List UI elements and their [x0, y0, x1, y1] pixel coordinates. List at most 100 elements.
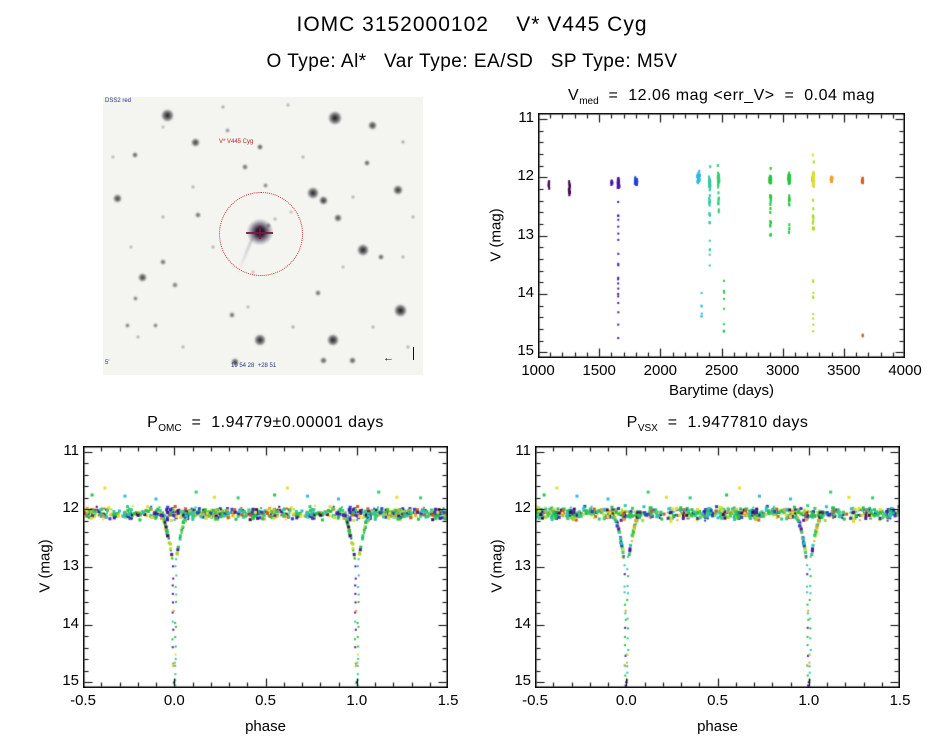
- time-ytick-label: 15: [517, 342, 534, 360]
- omc-xtick-label: -0.5: [70, 692, 96, 709]
- star: [211, 245, 215, 249]
- omc-ytick-label: 13: [62, 557, 79, 574]
- star: [251, 270, 255, 274]
- target-label: V* V445 Cyg: [219, 139, 254, 145]
- star: [265, 222, 271, 228]
- time-ytick-label: 11: [518, 108, 534, 126]
- star: [172, 282, 178, 288]
- time-ytick-label: 14: [517, 283, 534, 301]
- star: [289, 210, 293, 214]
- star: [152, 322, 158, 328]
- time-xtick-label: 1000: [521, 362, 555, 379]
- star: [406, 345, 410, 349]
- time-ytick-label: 12: [517, 167, 534, 185]
- star: [351, 195, 355, 199]
- star: [348, 356, 356, 364]
- star: [328, 111, 342, 125]
- omc-title-sub: OMC: [158, 423, 182, 435]
- star: [132, 152, 138, 158]
- vsx-ytick-label: 13: [514, 557, 531, 574]
- star: [195, 212, 201, 218]
- vsx-ytick-label: 15: [514, 672, 531, 690]
- time-xtick-label: 2500: [704, 362, 739, 379]
- star: [221, 105, 225, 109]
- compass-east-arrow-icon: ←: [383, 352, 394, 364]
- star: [257, 144, 263, 150]
- omc-title-rest: = 1.94779±0.00001 days: [181, 414, 384, 431]
- survey-label: DSS2 red: [105, 98, 132, 104]
- star: [129, 245, 133, 249]
- star: [190, 137, 200, 147]
- star: [132, 295, 138, 301]
- star: [137, 272, 147, 282]
- star: [286, 103, 290, 107]
- star: [315, 290, 321, 296]
- star: [334, 214, 342, 222]
- star: [254, 334, 266, 346]
- omc-ytick-label: 14: [62, 614, 79, 632]
- star: [160, 259, 166, 265]
- vsx-phaseplot-scatter-canvas: [535, 446, 900, 688]
- vsx-ytick-label: 12: [514, 499, 531, 517]
- star: [112, 193, 122, 203]
- star: [393, 303, 407, 317]
- vsx-xtick-label: -0.5: [522, 692, 548, 709]
- time-xtick-label: 2000: [643, 362, 678, 379]
- time-xtick-label: 3000: [765, 362, 800, 379]
- star: [411, 215, 415, 219]
- star: [181, 345, 185, 349]
- scale-label: 5': [105, 360, 110, 366]
- vsx-xtick-label: 0.5: [707, 692, 728, 709]
- time-xtick-label: 4000: [888, 362, 922, 379]
- vsx-phaseplot-title: PVSX = 1.9477810 days: [535, 414, 900, 434]
- star: [307, 187, 319, 199]
- star: [291, 325, 295, 329]
- star: [246, 305, 250, 309]
- star: [124, 322, 130, 328]
- compass-north-line: [413, 347, 415, 360]
- vsx-phaseplot-xlabel: phase: [697, 718, 738, 735]
- page-subtitle: O Type: Al* Var Type: EA/SD SP Type: M5V: [266, 51, 678, 72]
- star: [341, 265, 345, 269]
- time-xtick-label: 3500: [827, 362, 861, 379]
- star: [231, 358, 239, 366]
- star: [229, 312, 235, 318]
- star: [364, 160, 370, 166]
- starfield-image: DSS2 red V* V445 Cyg 5' 19 54 28 +28 51 …: [103, 97, 423, 375]
- star: [160, 108, 174, 122]
- star: [367, 120, 377, 130]
- target-circle: [219, 192, 303, 276]
- star: [318, 195, 328, 205]
- star: [136, 335, 140, 339]
- omc-phaseplot-scatter-canvas: [83, 446, 448, 688]
- timeplot-scatter-canvas: [538, 113, 905, 358]
- crosshair-vertical: [259, 226, 261, 239]
- omc-xtick-label: 1.0: [346, 692, 368, 709]
- timeplot-title: Vmed = 12.06 mag <err_V> = 0.04 mag: [505, 87, 938, 107]
- omc-phaseplot-xlabel: phase: [245, 718, 286, 735]
- omc-phaseplot-title: POMC = 1.94779±0.00001 days: [83, 414, 448, 434]
- vsx-xtick-label: 0.0: [615, 692, 637, 709]
- vsx-ytick-label: 14: [514, 614, 531, 632]
- coords-label: 19 54 28 +28 51: [231, 363, 277, 369]
- star: [378, 254, 384, 260]
- star: [273, 217, 277, 221]
- star: [191, 185, 195, 189]
- timeplot-title-main: V: [568, 87, 580, 104]
- star: [161, 215, 165, 219]
- omc-title-main: P: [147, 414, 159, 431]
- star: [301, 155, 305, 159]
- star: [327, 334, 339, 346]
- vsx-ytick-label: 11: [515, 441, 531, 459]
- timeplot-title-rest: = 12.06 mag <err_V> = 0.04 mag: [598, 87, 875, 104]
- omc-ytick-label: 12: [62, 499, 79, 517]
- vsx-title-sub: VSX: [637, 423, 658, 435]
- star: [224, 127, 230, 133]
- timeplot-title-sub: med: [579, 96, 599, 108]
- star: [393, 185, 403, 195]
- vsx-title-rest: = 1.9477810 days: [657, 414, 809, 431]
- vsx-xtick-label: 1.0: [798, 692, 820, 709]
- star: [111, 155, 115, 159]
- vsx-title-main: P: [626, 414, 638, 431]
- star: [319, 356, 327, 364]
